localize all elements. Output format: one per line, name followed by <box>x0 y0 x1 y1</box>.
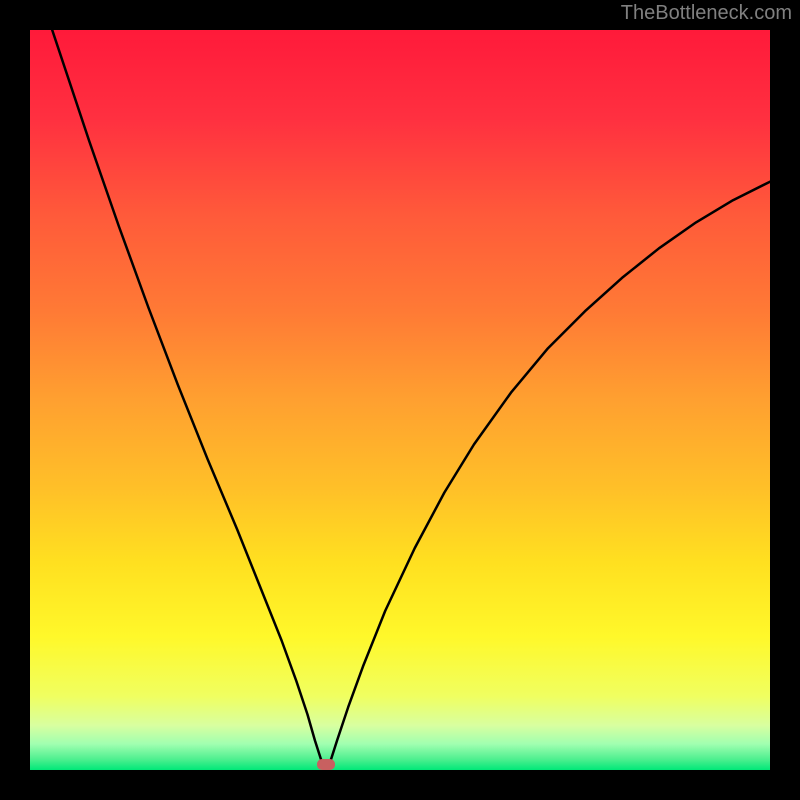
watermark-text: TheBottleneck.com <box>621 2 792 25</box>
bottleneck-curve <box>30 30 770 770</box>
plot-area <box>30 30 770 770</box>
optimal-point-marker <box>317 759 335 770</box>
